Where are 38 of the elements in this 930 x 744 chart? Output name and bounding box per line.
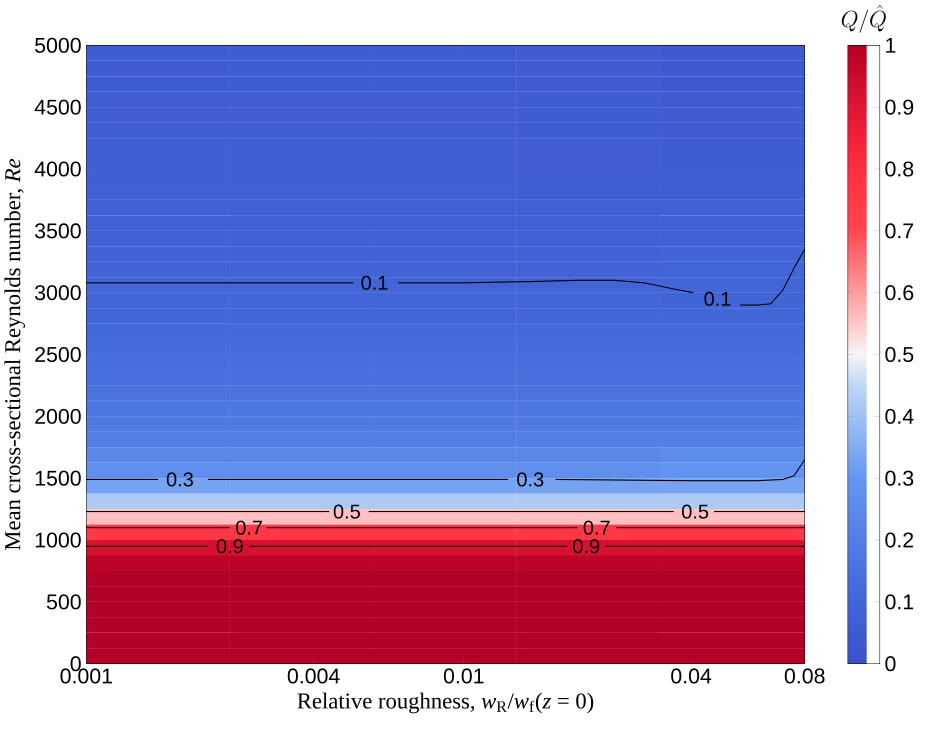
color-bar-label: 0.9 xyxy=(885,100,914,115)
color-bar-label: 0 xyxy=(885,656,896,672)
annotation: 0.1 xyxy=(361,276,388,290)
annotation: 0.5 xyxy=(334,504,360,519)
color-bar-label: 0.2 xyxy=(885,532,914,548)
color-bar-label: 0.3 xyxy=(885,470,914,486)
color-bar-label: 0.8 xyxy=(885,162,914,177)
y-tick-label: 3500 xyxy=(35,223,81,239)
y-tick-label: 4000 xyxy=(34,162,81,177)
y-tick-label: 2500 xyxy=(35,347,81,362)
x-tick-label: 0.01 xyxy=(444,668,484,684)
y-tick-label: 2000 xyxy=(35,408,81,424)
y-tick-label: 1000 xyxy=(36,532,81,548)
color-bar-label: 0.7 xyxy=(885,223,914,239)
y-tick-label: 1500 xyxy=(36,470,81,486)
y-tick-label: 500 xyxy=(46,594,81,610)
color-bar-label: 0.1 xyxy=(885,594,914,610)
annotation: 0.1 xyxy=(704,292,730,306)
y-tick-label: 3000 xyxy=(35,285,81,300)
color-bar-label: 0.6 xyxy=(885,285,914,300)
annotation: 0.7 xyxy=(236,520,262,535)
x-tick-label: 0.04 xyxy=(671,668,712,684)
text: Relative roughness, w$_{R}$/w$_{f}$(z = 0) xyxy=(297,692,594,714)
y-tick-label: 5000 xyxy=(35,38,81,54)
annotation: 0.5 xyxy=(682,504,708,519)
annotation: 0.9 xyxy=(573,539,600,554)
x-tick-label: 0.004 xyxy=(288,668,340,684)
annotation: 0.3 xyxy=(166,472,193,487)
color-bar-label: 0.5 xyxy=(885,347,914,362)
color-bar-label: 0.4 xyxy=(885,408,914,424)
x-tick-label: 0.08 xyxy=(784,668,825,684)
annotation: 0.3 xyxy=(517,472,544,487)
y-tick-label: 4500 xyxy=(34,100,81,115)
color-bar-title: $Q/\hat{Q}$ xyxy=(842,5,886,33)
y-axis-title: Mean cross-sectional Reynolds number, Re xyxy=(4,159,26,550)
annotation: 0.7 xyxy=(584,520,610,535)
color-bar-label: 1 xyxy=(886,38,896,53)
annotation: 0.9 xyxy=(216,539,243,554)
